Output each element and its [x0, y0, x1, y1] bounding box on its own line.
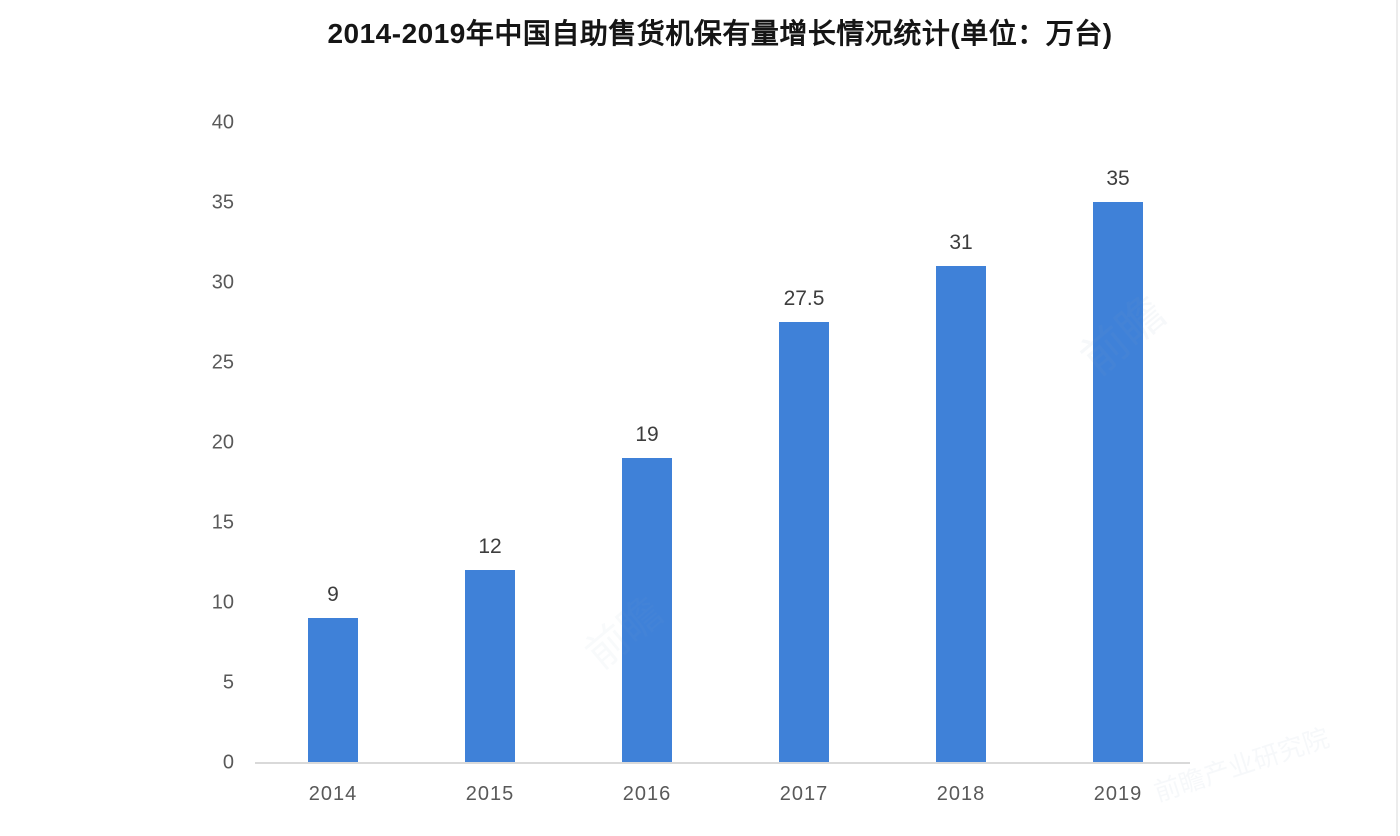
x-tick-label: 2019: [1093, 783, 1143, 805]
y-tick-label: 10: [211, 591, 234, 614]
chart-title: 2014-2019年中国自助售货机保有量增长情况统计(单位：万台): [327, 18, 1113, 49]
y-tick-label: 20: [211, 431, 234, 454]
screenshot-edge-line: [1396, 0, 1398, 836]
bar-value-label: 27.5: [783, 287, 825, 310]
x-tick-label: 2014: [308, 783, 358, 805]
bar-2019: [1093, 202, 1143, 762]
y-tick-label: 30: [211, 271, 234, 294]
x-axis-line: [255, 762, 1190, 764]
y-tick-label: 15: [211, 511, 234, 534]
y-tick-label: 25: [211, 351, 234, 374]
bar-value-label: 31: [949, 231, 973, 254]
bar-2017: [779, 322, 829, 762]
bar-2015: [465, 570, 515, 762]
x-tick-label: 2016: [622, 783, 672, 805]
bar-value-label: 35: [1106, 167, 1130, 190]
bar-value-label: 19: [635, 423, 659, 446]
bar-2014: [308, 618, 358, 762]
x-tick-label: 2015: [465, 783, 515, 805]
y-tick-label: 0: [222, 751, 234, 774]
bar-value-label: 9: [327, 583, 339, 606]
bar-value-label: 12: [478, 535, 502, 558]
y-tick-label: 35: [211, 191, 234, 214]
y-tick-label: 40: [211, 111, 234, 134]
bar-2016: [622, 458, 672, 762]
y-tick-label: 5: [222, 671, 234, 694]
bar-2018: [936, 266, 986, 762]
x-tick-label: 2017: [779, 783, 829, 805]
x-tick-label: 2018: [936, 783, 986, 805]
